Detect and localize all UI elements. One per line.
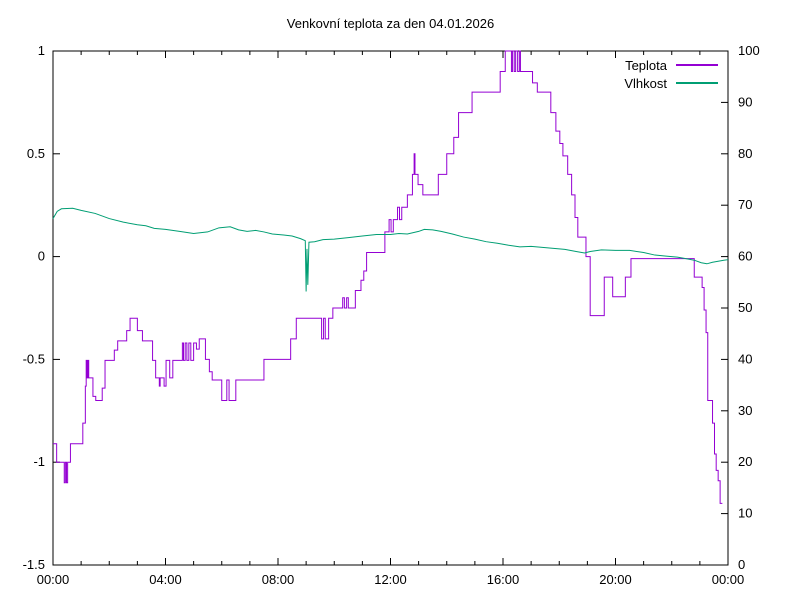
y-left-tick-label: -0.5 [23, 351, 45, 366]
y-right-tick-label: 70 [738, 197, 752, 212]
x-tick-label: 04:00 [149, 572, 182, 587]
y-right-tick-label: 60 [738, 249, 752, 264]
y-right-tick-label: 90 [738, 94, 752, 109]
y-left-tick-label: 0.5 [27, 146, 45, 161]
legend-label-teplota: Teplota [625, 57, 667, 73]
legend: Teplota Vlhkost [560, 56, 718, 92]
y-right-tick-label: 100 [738, 43, 760, 58]
y-right-tick-label: 10 [738, 506, 752, 521]
x-tick-label: 20:00 [599, 572, 632, 587]
legend-row-teplota: Teplota [560, 56, 718, 74]
plot-border [52, 50, 729, 566]
legend-label-vlhkost: Vlhkost [624, 75, 667, 91]
y-left-tick-label: 0 [38, 249, 45, 264]
x-tick-label: 08:00 [262, 572, 295, 587]
legend-row-vlhkost: Vlhkost [560, 74, 718, 92]
y-right-tick-label: 0 [738, 557, 745, 572]
y-right-tick-label: 20 [738, 454, 752, 469]
x-tick-label: 16:00 [487, 572, 520, 587]
vlhkost-line-sample-icon [676, 82, 718, 84]
y-right-tick-label: 80 [738, 146, 752, 161]
y-left-tick-label: 1 [38, 43, 45, 58]
x-tick-label: 00:00 [37, 572, 70, 587]
y-left-tick-label: -1 [33, 454, 45, 469]
teplota-series-line [53, 50, 723, 504]
y-right-tick-label: 50 [738, 300, 752, 315]
y-right-tick-label: 40 [738, 351, 752, 366]
x-tick-label: 00:00 [712, 572, 745, 587]
vlhkost-series-line [52, 207, 729, 292]
y-right-tick-label: 30 [738, 403, 752, 418]
y-left-tick-label: -1.5 [23, 557, 45, 572]
chart-title: Venkovní teplota za den 04.01.2026 [286, 16, 495, 31]
teplota-line-sample-icon [676, 64, 718, 66]
x-tick-label: 12:00 [374, 572, 407, 587]
